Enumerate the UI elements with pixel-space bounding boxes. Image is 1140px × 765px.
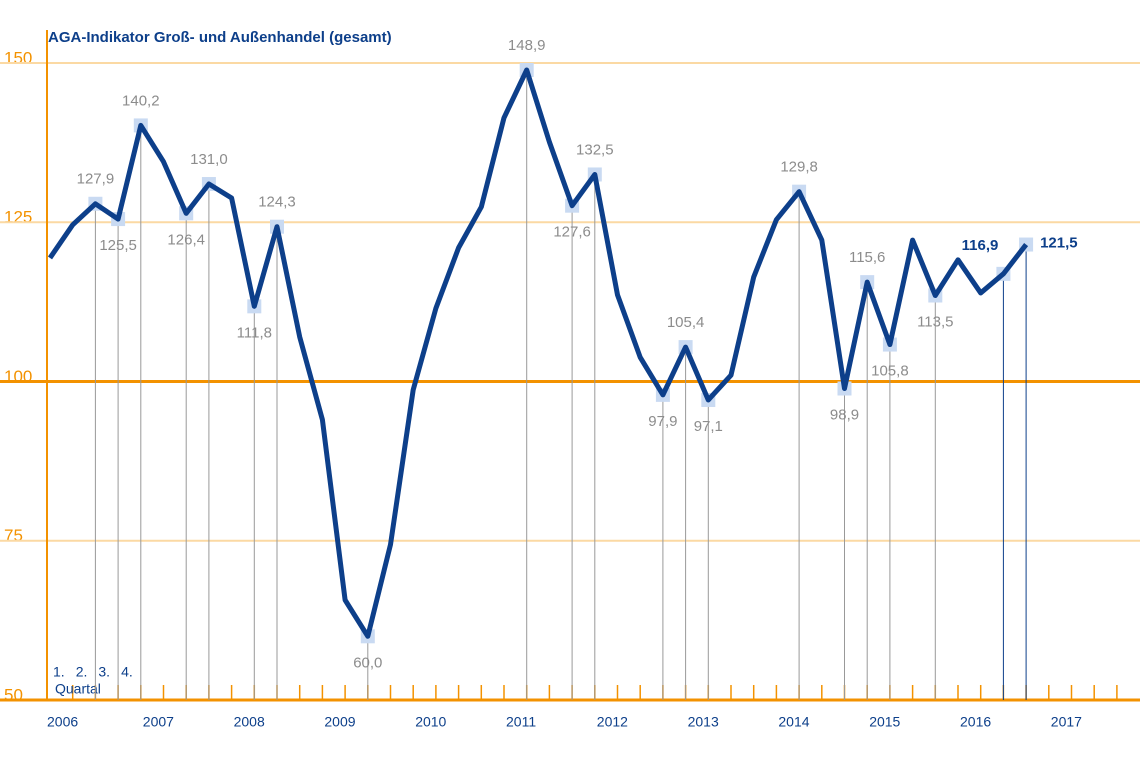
value-label: 132,5 bbox=[576, 141, 614, 158]
value-label: 129,8 bbox=[780, 159, 818, 176]
value-label: 97,9 bbox=[648, 413, 677, 430]
y-tick-label: 150 bbox=[4, 48, 32, 67]
value-label: 126,4 bbox=[167, 231, 205, 248]
annotation: 1. bbox=[53, 664, 65, 680]
x-tick-label: 2015 bbox=[869, 714, 900, 730]
value-label: 98,9 bbox=[830, 406, 859, 423]
chart-title: AGA-Indikator Groß- und Außenhandel (ges… bbox=[48, 29, 392, 46]
x-tick-label: 2012 bbox=[597, 714, 628, 730]
annotation: 3. bbox=[98, 664, 110, 680]
value-label: 60,0 bbox=[353, 654, 382, 671]
value-label: 121,5 bbox=[1040, 235, 1078, 252]
x-tick-label: 2009 bbox=[324, 714, 355, 730]
y-tick-label: 125 bbox=[4, 208, 32, 227]
value-label: 127,9 bbox=[77, 171, 115, 188]
annotation: 2. bbox=[76, 664, 88, 680]
y-tick-label: 50 bbox=[4, 685, 23, 704]
x-tick-label: 2017 bbox=[1051, 714, 1082, 730]
x-tick-label: 2007 bbox=[143, 714, 174, 730]
data-line bbox=[47, 67, 1029, 639]
x-tick-label: 2016 bbox=[960, 714, 991, 730]
value-label: 124,3 bbox=[258, 194, 296, 211]
y-tick-label: 75 bbox=[4, 526, 23, 545]
y-tick-label: 100 bbox=[4, 367, 32, 386]
value-label: 131,0 bbox=[190, 151, 228, 168]
value-label: 127,6 bbox=[553, 224, 591, 241]
value-label: 105,4 bbox=[667, 314, 705, 331]
value-label: 148,9 bbox=[508, 37, 546, 54]
x-tick-label: 2011 bbox=[506, 714, 536, 730]
value-label: 111,8 bbox=[237, 324, 272, 341]
x-tick-label: 2010 bbox=[415, 714, 446, 730]
annotation: 4. bbox=[121, 664, 133, 680]
x-tick-label: 2006 bbox=[47, 714, 78, 730]
value-label: 115,6 bbox=[849, 249, 885, 266]
value-label: 116,9 bbox=[962, 237, 999, 254]
x-tick-label: 2013 bbox=[688, 714, 719, 730]
value-label: 105,8 bbox=[871, 363, 909, 380]
value-label: 97,1 bbox=[694, 418, 723, 435]
x-tick-label: 2014 bbox=[778, 714, 809, 730]
value-label: 140,2 bbox=[122, 92, 160, 109]
annotation: Quartal bbox=[55, 681, 101, 697]
value-label: 113,5 bbox=[917, 313, 953, 330]
value-label: 125,5 bbox=[99, 237, 137, 254]
x-tick-label: 2008 bbox=[234, 714, 265, 730]
